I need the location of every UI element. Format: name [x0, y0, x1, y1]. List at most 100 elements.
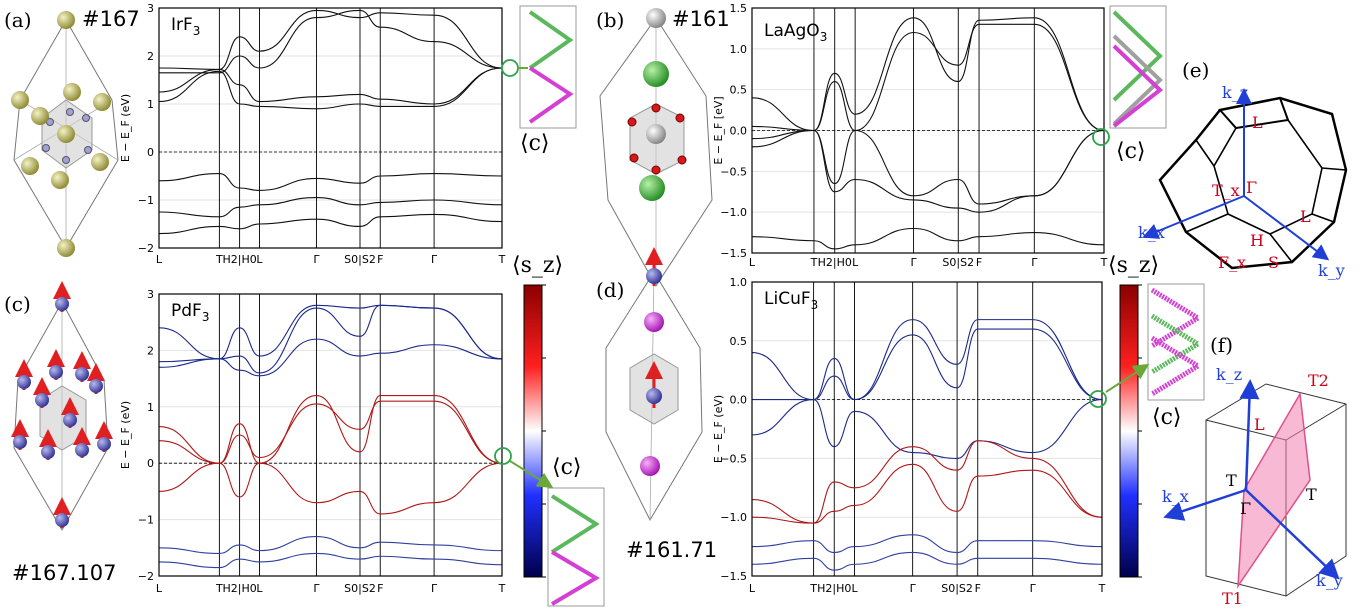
atom-balls-a [11, 11, 111, 257]
y-tick-label: −1.5 [720, 247, 747, 260]
band-line [158, 67, 503, 105]
x-tick-label: Γ [431, 253, 438, 266]
y-tick-label: −0.5 [720, 452, 747, 465]
material-label: IrF3 [171, 15, 200, 38]
magnetic-atom [41, 445, 55, 459]
bz-e-label: k_x [1138, 223, 1165, 242]
panel-b-space-group: #161 [672, 7, 730, 31]
y-tick-label: −2 [138, 570, 154, 583]
bz-f-label: T [1306, 485, 1317, 504]
inset-symbol-licuf3: ⟨c⟩ [1152, 405, 1182, 430]
crystal-structure-d [605, 247, 703, 522]
magnetic-atom [89, 379, 103, 393]
plot-frame [158, 7, 503, 249]
x-tick-label: L [749, 256, 756, 269]
bz-f-label: k_x [1162, 487, 1189, 506]
inset-irf3 [501, 5, 577, 129]
band-line [751, 227, 1105, 250]
y-tick-label: 0 [147, 146, 154, 159]
y-tick-label: 1.0 [730, 43, 748, 56]
y-tick-label: 1.5 [730, 2, 748, 15]
magnetic-atom [49, 365, 63, 379]
x-tick-label: Γ [313, 582, 320, 595]
bz-e-label: L [1252, 113, 1263, 132]
x-tick-label: T [1100, 256, 1108, 269]
plot-frame [158, 293, 503, 577]
band-line [158, 400, 503, 464]
band-line [158, 462, 503, 515]
y-tick-label: 0.0 [730, 125, 748, 138]
band-line [751, 440, 1103, 524]
bz-f-label: Γ [1240, 499, 1251, 518]
x-tick-label: Γ [910, 582, 917, 595]
x-tick-label: Γ [431, 582, 438, 595]
x-tick-label: T [215, 582, 223, 595]
panel-a-letter: (a) [4, 8, 32, 32]
bz-e-label: Γ [1246, 178, 1257, 197]
material-label: LaAgO3 [764, 21, 827, 44]
x-tick-label: H2|H0 [222, 582, 256, 595]
band-plot-laago3: 1.51.00.50.0−0.5−1.0−1.5L T H2|H0 L Γ S0|S2 F Γ… [712, 2, 1108, 269]
bz-e-label: S [1268, 253, 1279, 272]
magnetic-atom [97, 437, 111, 451]
x-tick-label: T [1098, 582, 1106, 595]
bz-e-label: T_x [1212, 181, 1240, 200]
bz-e-label: k_z [1222, 83, 1248, 102]
band-line [751, 463, 1103, 524]
x-tick-label: L [256, 253, 263, 266]
band-line [158, 535, 503, 554]
magnetic-atom [75, 443, 89, 457]
y-tick-label: 1.0 [730, 276, 748, 289]
crystal-structure-b [599, 8, 713, 287]
plot-frame [751, 281, 1103, 577]
band-line [751, 17, 1105, 132]
panel-d-space-group: #161.71 [626, 538, 717, 562]
material-label: PdF3 [171, 301, 209, 324]
band-line [158, 197, 503, 218]
panel-b-letter: (b) [596, 8, 624, 32]
inset-symbol-laago3: ⟨c⟩ [1116, 139, 1146, 164]
x-tick-label: F [976, 256, 982, 269]
magnetic-atom [35, 393, 49, 407]
panel-f-letter: (f) [1210, 333, 1233, 357]
bz-f-label: T1 [1222, 589, 1243, 608]
x-tick-label: S0|S2 [344, 582, 376, 595]
colorbar-label-licuf3: ⟨s_z⟩ [1108, 253, 1159, 278]
inset-symbol-irf3: ⟨c⟩ [520, 131, 550, 156]
bz-f-label: L [1254, 415, 1265, 434]
y-tick-label: −2 [138, 242, 154, 255]
colorbar-pdf3 [523, 284, 543, 578]
band-line [751, 399, 1103, 459]
crystal-structure-c [11, 281, 113, 532]
band-line [751, 319, 1103, 401]
panel-c-space-group: #167.107 [12, 561, 116, 585]
panel-d-letter: (d) [596, 278, 624, 302]
band-line [158, 67, 503, 110]
inset-symbol-pdf3: ⟨c⟩ [552, 455, 582, 480]
x-tick-label: S0|S2 [344, 253, 376, 266]
x-tick-label: T [809, 582, 817, 595]
x-tick-label: T [498, 253, 506, 266]
x-tick-label: L [256, 582, 263, 595]
y-axis-label: E − E_F (eV) [119, 401, 132, 469]
x-tick-label: H2|H0 [818, 256, 852, 269]
band-line [158, 338, 503, 377]
x-tick-label: L [851, 582, 858, 595]
y-tick-label: −0.5 [720, 165, 747, 178]
x-tick-label: S0|S2 [942, 256, 974, 269]
inset-pdf3 [494, 447, 605, 607]
y-axis-label: E − E_F (eV) [119, 94, 132, 162]
magnetic-atom [55, 513, 69, 527]
y-axis-label: E − E_F [eV] [712, 96, 725, 164]
band-line [752, 328, 1103, 401]
x-tick-label: T [498, 582, 506, 595]
y-tick-label: −1 [138, 194, 154, 207]
x-tick-label: H2|H0 [817, 582, 851, 595]
y-tick-label: 2 [147, 50, 154, 63]
magnetic-atom [17, 375, 31, 389]
band-line [158, 394, 503, 464]
